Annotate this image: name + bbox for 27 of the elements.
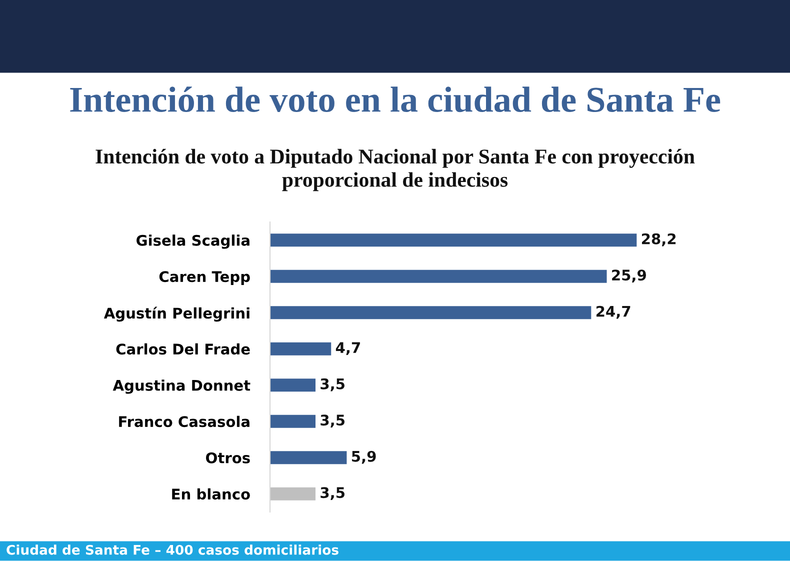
data-label: 3,5 xyxy=(320,487,344,500)
bar xyxy=(270,270,607,283)
chart-title: Intención de voto en la ciudad de Santa Fe xyxy=(70,86,720,112)
data-label: 3,5 xyxy=(320,414,344,428)
data-label: 3,5 xyxy=(320,378,344,392)
y-tick-label: Agustina Donnet xyxy=(112,380,250,394)
y-tick-label: Carlos Del Frade xyxy=(116,343,250,355)
bar xyxy=(270,414,316,428)
chart-subtitle: Intención de voto a Diputado Nacional por Santa Fe con proyección proporcional de indecisos xyxy=(96,148,695,192)
bar xyxy=(270,342,332,356)
bar xyxy=(270,451,347,464)
y-tick-label: En blanco xyxy=(172,488,250,500)
text: Ciudad de Santa Fe – 400 casos domiciliarios xyxy=(6,544,338,555)
y-tick-label: Caren Tepp xyxy=(159,271,250,285)
bar xyxy=(270,306,592,320)
bar xyxy=(270,234,637,247)
bar xyxy=(270,487,316,500)
data-label: 28,2 xyxy=(642,233,676,246)
bar xyxy=(270,378,316,392)
data-label: 4,7 xyxy=(336,342,360,355)
data-label: 24,7 xyxy=(596,306,630,319)
y-tick-label: Franco Casasola xyxy=(119,416,250,428)
y-tick-label: Gisela Scaglia xyxy=(136,234,250,249)
y-tick-label: Otros xyxy=(206,452,250,464)
data-label: 25,9 xyxy=(612,270,646,282)
data-label: 5,9 xyxy=(352,450,376,464)
y-tick-label: Agustín Pellegrini xyxy=(104,306,250,322)
